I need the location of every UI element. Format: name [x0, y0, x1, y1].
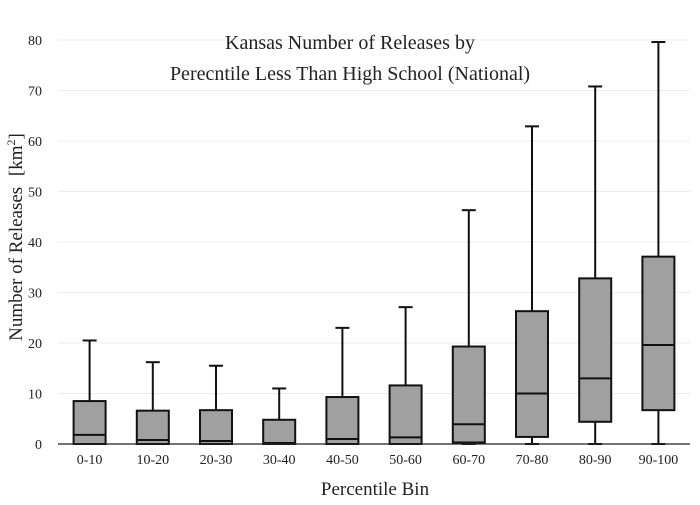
y-tick-label: 50: [28, 186, 42, 201]
box-iqr: [199, 409, 233, 446]
box-60-70: [451, 209, 486, 445]
y-tick-label: 10: [28, 388, 42, 403]
box-0-10: [72, 339, 107, 446]
box-50-60: [388, 306, 423, 446]
y-axis-label-text: Number of Releases: [6, 187, 27, 341]
x-tick-label: 80-90: [579, 453, 612, 468]
chart-text: Kansas Number of Releases by Perecntile …: [4, 32, 530, 500]
y-tick-label: 0: [35, 438, 42, 453]
x-tick-label: 60-70: [452, 453, 485, 468]
box-10-20: [135, 361, 170, 446]
y-axis-unit-base: [km: [6, 145, 27, 176]
box-series: [72, 41, 676, 446]
y-axis-unit-close: ]: [6, 133, 27, 139]
box-iqr: [262, 418, 297, 446]
y-tick-label: 70: [28, 85, 42, 100]
y-axis-label: Number of Releases [km2]: [4, 133, 27, 341]
box-40-50: [325, 326, 360, 446]
x-tick-label: 0-10: [77, 453, 103, 468]
x-tick-label: 50-60: [389, 453, 422, 468]
y-axis-unit: [km2]: [4, 133, 27, 176]
x-tick-label: 70-80: [516, 453, 549, 468]
x-tick-label: 90-100: [639, 453, 679, 468]
box-iqr: [325, 396, 360, 446]
x-tick-label: 10-20: [136, 453, 169, 468]
box-20-30: [199, 364, 233, 446]
box-90-100: [641, 41, 676, 445]
box-iqr: [451, 345, 486, 444]
y-tick-label: 30: [28, 287, 42, 302]
x-tick-label: 40-50: [326, 453, 359, 468]
x-axis-label: Percentile Bin: [321, 479, 430, 500]
chart-title-line-2: Perecntile Less Than High School (Nation…: [170, 63, 530, 85]
box-iqr: [515, 310, 549, 438]
box-iqr: [578, 277, 613, 423]
gridlines: [58, 39, 690, 394]
y-axis-unit-superscript: 2: [4, 139, 18, 145]
box-80-90: [578, 85, 613, 445]
y-tick-label: 40: [28, 236, 42, 251]
y-tick-label: 80: [28, 34, 42, 49]
chart-title-line-1: Kansas Number of Releases by: [225, 32, 475, 54]
y-tick-label: 20: [28, 337, 42, 352]
axes: 0 10 20 30 40 50 60 70 80 0-10 10-20 20-30 30-40 40-5…: [28, 34, 690, 468]
box-iqr: [641, 255, 676, 412]
box-30-40: [262, 387, 297, 446]
y-tick-label: 60: [28, 135, 42, 150]
box-iqr: [135, 409, 170, 446]
box-iqr: [388, 384, 423, 446]
box-iqr: [72, 400, 107, 446]
box-70-80: [515, 125, 549, 445]
x-tick-label: 20-30: [200, 453, 233, 468]
x-tick-label: 30-40: [263, 453, 296, 468]
